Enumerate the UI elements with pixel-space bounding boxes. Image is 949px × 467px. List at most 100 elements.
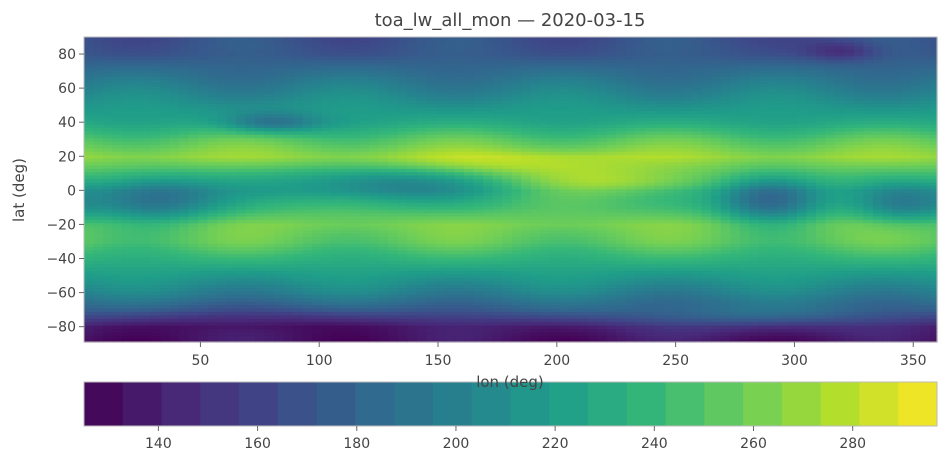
heatmap-cell bbox=[169, 222, 180, 227]
heatmap-cell bbox=[692, 287, 703, 292]
heatmap-cell bbox=[293, 243, 304, 248]
heatmap-cell bbox=[834, 260, 845, 265]
heatmap-cell bbox=[388, 175, 399, 180]
heatmap-cell bbox=[844, 290, 855, 295]
heatmap-cell bbox=[872, 157, 883, 162]
heatmap-cell bbox=[806, 273, 817, 278]
heatmap-cell bbox=[226, 151, 237, 156]
heatmap-cell bbox=[464, 239, 475, 244]
heatmap-cell bbox=[559, 164, 570, 169]
heatmap-cell bbox=[853, 202, 864, 207]
heatmap-cell bbox=[207, 178, 218, 183]
heatmap-cell bbox=[530, 246, 541, 251]
heatmap-cell bbox=[226, 232, 237, 237]
heatmap-cell bbox=[388, 232, 399, 237]
heatmap-cell bbox=[644, 212, 655, 217]
heatmap-cell bbox=[549, 192, 560, 197]
heatmap-cell bbox=[245, 164, 256, 169]
heatmap-cell bbox=[169, 198, 180, 203]
heatmap-cell bbox=[207, 307, 218, 312]
heatmap-cell bbox=[245, 249, 256, 254]
heatmap-cell bbox=[730, 270, 741, 275]
heatmap-cell bbox=[929, 280, 938, 285]
heatmap-cell bbox=[806, 304, 817, 309]
heatmap-cell bbox=[141, 287, 152, 292]
heatmap-cell bbox=[473, 331, 484, 336]
heatmap-cell bbox=[758, 294, 769, 299]
heatmap-cell bbox=[910, 301, 921, 306]
heatmap-cell bbox=[749, 263, 760, 268]
heatmap-cell bbox=[882, 164, 893, 169]
heatmap-cell bbox=[340, 249, 351, 254]
heatmap-cell bbox=[141, 239, 152, 244]
heatmap-cell bbox=[264, 215, 275, 220]
heatmap-cell bbox=[264, 287, 275, 292]
heatmap-cell bbox=[692, 185, 703, 190]
heatmap-cell bbox=[929, 267, 938, 272]
heatmap-cell bbox=[388, 157, 399, 162]
heatmap-cell bbox=[198, 229, 209, 234]
heatmap-cell bbox=[473, 321, 484, 326]
heatmap-cell bbox=[188, 212, 199, 217]
heatmap-cell bbox=[872, 321, 883, 326]
heatmap-cell bbox=[141, 209, 152, 214]
heatmap-cell bbox=[217, 205, 228, 210]
heatmap-cell bbox=[844, 212, 855, 217]
heatmap-cell bbox=[274, 171, 285, 176]
heatmap-cell bbox=[521, 205, 532, 210]
heatmap-cell bbox=[103, 307, 114, 312]
heatmap-cell bbox=[749, 157, 760, 162]
heatmap-cell bbox=[416, 164, 427, 169]
heatmap-cell bbox=[293, 311, 304, 316]
heatmap-cell bbox=[397, 181, 408, 186]
heatmap-cell bbox=[84, 331, 95, 336]
heatmap-cell bbox=[910, 209, 921, 214]
heatmap-cell bbox=[663, 161, 674, 166]
heatmap-cell bbox=[663, 294, 674, 299]
heatmap-cell bbox=[264, 273, 275, 278]
heatmap-cell bbox=[768, 185, 779, 190]
heatmap-cell bbox=[844, 192, 855, 197]
heatmap-cell bbox=[806, 188, 817, 193]
heatmap-cell bbox=[84, 161, 95, 166]
heatmap-cell bbox=[369, 290, 380, 295]
heatmap-cell bbox=[169, 287, 180, 292]
heatmap-cell bbox=[255, 324, 266, 329]
heatmap-cell bbox=[692, 280, 703, 285]
heatmap-cell bbox=[872, 161, 883, 166]
heatmap-cell bbox=[806, 202, 817, 207]
heatmap-cell bbox=[635, 171, 646, 176]
heatmap-cell bbox=[445, 157, 456, 162]
heatmap-cell bbox=[293, 178, 304, 183]
heatmap-cell bbox=[454, 185, 465, 190]
heatmap-cell bbox=[834, 188, 845, 193]
heatmap-cell bbox=[169, 232, 180, 237]
heatmap-cell bbox=[863, 154, 874, 159]
heatmap-cell bbox=[920, 219, 931, 224]
heatmap-cell bbox=[796, 161, 807, 166]
heatmap-cell bbox=[815, 284, 826, 289]
heatmap-cell bbox=[84, 175, 95, 180]
heatmap-cell bbox=[236, 198, 247, 203]
heatmap-cell bbox=[711, 243, 722, 248]
heatmap-cell bbox=[217, 328, 228, 333]
heatmap-cell bbox=[492, 331, 503, 336]
heatmap-cell bbox=[122, 301, 133, 306]
heatmap-cell bbox=[454, 331, 465, 336]
heatmap-cell bbox=[340, 232, 351, 237]
heatmap-cell bbox=[464, 280, 475, 285]
heatmap-cell bbox=[777, 270, 788, 275]
heatmap-cell bbox=[397, 219, 408, 224]
heatmap-cell bbox=[293, 321, 304, 326]
heatmap-cell bbox=[701, 246, 712, 251]
heatmap-cell bbox=[597, 297, 608, 302]
heatmap-cell bbox=[834, 239, 845, 244]
heatmap-cell bbox=[359, 256, 370, 261]
heatmap-cell bbox=[198, 314, 209, 319]
heatmap-cell bbox=[407, 307, 418, 312]
heatmap-cell bbox=[340, 273, 351, 278]
heatmap-cell bbox=[701, 331, 712, 336]
heatmap-cell bbox=[122, 263, 133, 268]
heatmap-cell bbox=[920, 277, 931, 282]
heatmap-cell bbox=[777, 318, 788, 323]
